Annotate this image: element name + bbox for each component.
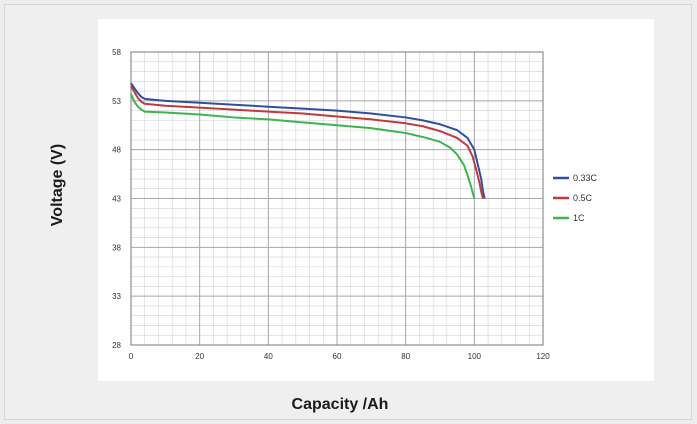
y-tick-label: 43 <box>112 195 121 204</box>
y-tick-label: 38 <box>112 243 121 252</box>
major-grid <box>130 51 544 346</box>
x-tick-label: 100 <box>468 352 482 361</box>
plot-border <box>130 51 544 346</box>
x-tick-label: 0 <box>129 352 134 361</box>
y-tick-label: 58 <box>112 48 121 57</box>
x-tick-label: 120 <box>536 352 550 361</box>
y-tick-label: 28 <box>112 341 121 350</box>
legend-label: 0.5C <box>573 193 593 203</box>
y-tick-label: 53 <box>112 97 121 106</box>
x-tick-labels: 0 20 40 60 80 100 120 <box>129 352 550 361</box>
series-line <box>130 82 486 199</box>
y-tick-label: 33 <box>112 292 121 301</box>
x-tick-label: 60 <box>333 352 342 361</box>
series-lines <box>130 82 486 199</box>
legend-label: 0.33C <box>573 173 598 183</box>
x-tick-label: 80 <box>401 352 410 361</box>
legend-label: 1C <box>573 213 585 223</box>
y-tick-label: 48 <box>112 146 121 155</box>
plot-panel <box>98 19 654 381</box>
y-tick-labels: 28 33 38 43 48 53 58 <box>112 48 121 350</box>
series-line <box>130 93 476 199</box>
legend: 0.33C 0.5C 1C <box>553 173 598 223</box>
x-tick-label: 40 <box>264 352 273 361</box>
series-line <box>130 85 484 199</box>
x-axis-label: Capacity /Ah <box>291 396 389 413</box>
x-tick-label: 20 <box>195 352 204 361</box>
